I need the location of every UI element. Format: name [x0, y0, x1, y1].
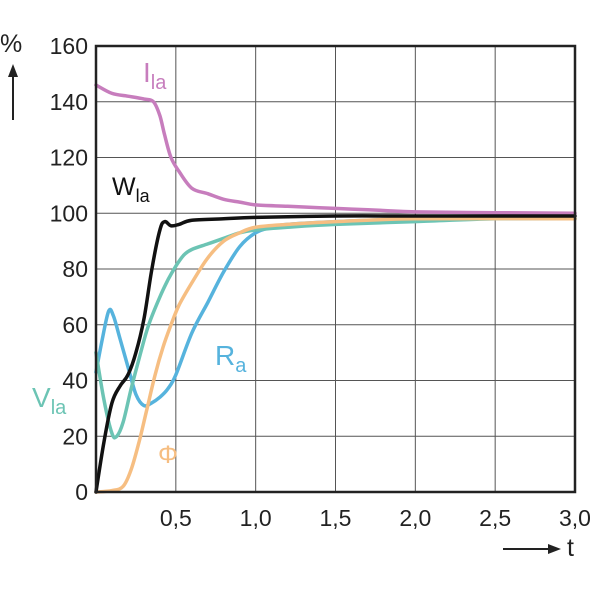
x-axis-arrow-head [548, 544, 561, 554]
y-tick-label: 160 [50, 33, 88, 59]
y-axis-ticks: 0 20 40 60 80 100 120 140 160 [50, 33, 88, 505]
y-tick-label: 80 [62, 256, 88, 282]
y-tick-label: 120 [50, 145, 88, 171]
x-tick-label: 0,5 [160, 505, 192, 531]
series-line-ila [94, 83, 577, 216]
x-tick-label: 1,5 [320, 505, 352, 531]
x-axis-label: t [567, 534, 574, 562]
x-tick-label: 3,0 [559, 505, 590, 531]
series-label-phi: Φ [158, 441, 178, 469]
series-line-wla [94, 214, 577, 494]
series-labels: Ila Wla Vla Ra Φ [32, 57, 247, 469]
y-tick-label: 60 [62, 312, 88, 338]
y-tick-label: 0 [75, 479, 88, 505]
series-label-ra: Ra [215, 340, 247, 377]
series-lines [94, 83, 577, 494]
x-tick-label: 2,0 [399, 505, 431, 531]
x-tick-label: 1,0 [240, 505, 272, 531]
series-label-vla: Vla [32, 382, 67, 419]
series-line-vla [94, 216, 577, 440]
y-axis-arrow-head [8, 64, 18, 77]
grid [96, 45, 576, 493]
x-tick-label: 2,5 [479, 505, 511, 531]
series-line-phi [94, 216, 577, 494]
x-axis-ticks: 0,5 1,0 1,5 2,0 2,5 3,0 [160, 505, 590, 531]
series-label-wla: Wla [112, 173, 151, 206]
y-tick-label: 100 [50, 200, 88, 226]
series-label-ila: Ila [143, 57, 167, 94]
y-tick-label: 140 [50, 89, 88, 115]
y-axis-label: % [0, 30, 22, 58]
plot-frame [94, 44, 577, 494]
y-tick-label: 40 [62, 368, 88, 394]
y-tick-label: 20 [62, 423, 88, 449]
